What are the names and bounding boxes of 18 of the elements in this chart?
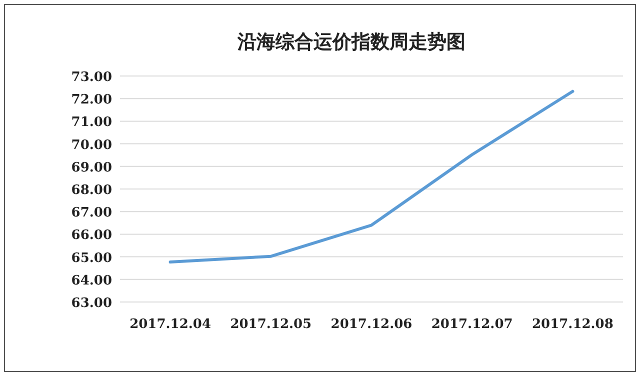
y-tick-label: 68.00 [71,183,112,198]
x-tick-label: 2017.12.06 [330,317,412,332]
chart-title: 沿海综合运价指数周走势图 [236,31,466,53]
y-tick-label: 63.00 [71,296,112,311]
line-series [168,90,574,264]
x-tick-label: 2017.12.08 [532,317,614,332]
x-tick-label: 2017.12.05 [230,317,312,332]
y-tick-label: 69.00 [71,160,112,176]
y-tick-label: 71.00 [71,115,112,130]
y-tick-label: 65.00 [71,250,112,266]
y-tick-label: 66.00 [71,228,112,244]
y-tick-label: 64.00 [71,273,112,288]
x-tick-label: 2017.12.04 [130,317,212,332]
y-tick-label: 70.00 [71,138,112,153]
y-tick-label: 67.00 [71,206,112,221]
y-tick-label: 73.00 [71,70,112,85]
y-tick-label: 72.00 [71,92,112,108]
x-tick-label: 2017.12.07 [431,317,513,332]
